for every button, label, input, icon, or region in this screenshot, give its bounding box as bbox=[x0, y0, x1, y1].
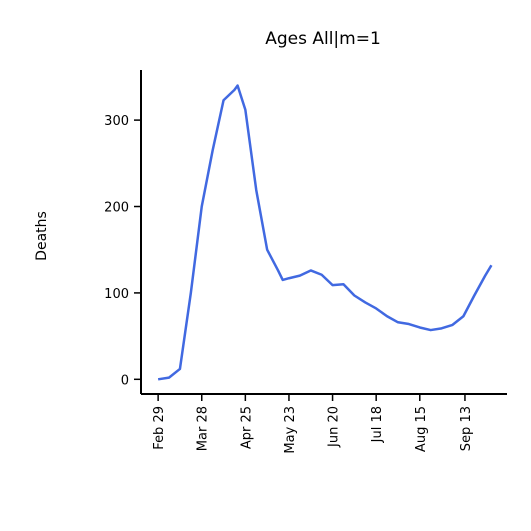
x-tick-label: Apr 25 bbox=[239, 406, 254, 449]
y-axis-label: Deaths bbox=[34, 211, 50, 261]
line bbox=[157, 84, 493, 381]
x-tick-label: Feb 29 bbox=[152, 406, 167, 450]
y-tick-label: 200 bbox=[104, 201, 129, 216]
x-tick-label: Jun 20 bbox=[327, 406, 342, 448]
y-tick-label: 100 bbox=[104, 287, 129, 302]
x-tick-label: May 23 bbox=[283, 406, 298, 454]
x-tick-label: Aug 15 bbox=[414, 406, 429, 452]
chart-title: Ages All|m=1 bbox=[265, 29, 381, 49]
y-tick-label: 300 bbox=[104, 114, 129, 129]
y-tick-label: 0 bbox=[121, 373, 129, 388]
x-tick-label: Mar 28 bbox=[196, 406, 211, 451]
x-tick-label: Jul 18 bbox=[370, 406, 385, 443]
x-tick-label: Sep 13 bbox=[459, 406, 474, 451]
